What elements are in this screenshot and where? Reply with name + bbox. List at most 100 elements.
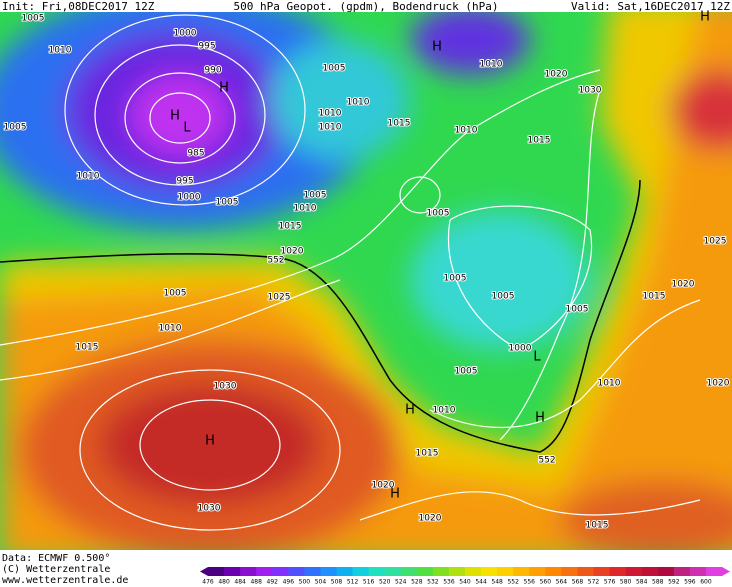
pressure-center: H <box>205 434 215 449</box>
isobar-label: 1020 <box>545 70 568 80</box>
isobar-label: 1010 <box>598 379 621 389</box>
scale-cell <box>224 567 241 576</box>
scale-cell <box>497 567 514 576</box>
scale-cell <box>577 567 594 576</box>
scale-cell <box>448 567 466 576</box>
scale-label: 564 <box>556 579 568 586</box>
isobar-label: 995 <box>176 177 193 187</box>
scale-cell <box>529 567 546 576</box>
scale-label: 540 <box>459 579 471 586</box>
isobar-label: 1020 <box>372 481 395 491</box>
isobar-label: 1010 <box>159 324 182 334</box>
scale-cell <box>432 567 450 576</box>
scale-label: 572 <box>588 579 600 586</box>
scale-label: 592 <box>668 579 680 586</box>
pressure-center: H <box>700 10 710 25</box>
scale-cell <box>641 567 659 576</box>
isobar-label: 1030 <box>198 504 221 514</box>
scale-cell <box>256 567 273 576</box>
isobar-label: 1020 <box>281 247 304 257</box>
scale-label: 536 <box>443 579 455 586</box>
isobar-label: 1015 <box>279 222 302 232</box>
scale-label: 512 <box>347 579 359 586</box>
isobar-label: 1005 <box>455 367 478 377</box>
scale-cell <box>545 567 562 576</box>
url: www.wetterzentrale.de <box>2 575 128 586</box>
isobar-label: 1005 <box>4 123 27 133</box>
scale-cell <box>705 567 723 576</box>
isobar-label: 1010 <box>319 109 342 119</box>
scale-label: 568 <box>572 579 584 586</box>
scale-cell <box>416 567 434 576</box>
isobar-label: 1015 <box>76 343 99 353</box>
isobar-label: 1000 <box>178 193 201 203</box>
scale-cell <box>288 567 305 576</box>
isobar-label: 1000 <box>174 29 197 39</box>
pressure-center: H <box>535 411 545 426</box>
scale-label: 492 <box>267 579 279 586</box>
isobar-label: 1015 <box>388 119 411 129</box>
scale-label: 560 <box>540 579 552 586</box>
scale-label: 556 <box>524 579 536 586</box>
isobar-label: 552 <box>538 456 555 466</box>
scale-label: 480 <box>218 579 230 586</box>
isobar-label: 1005 <box>427 209 450 219</box>
isobar-label: 1010 <box>319 123 342 133</box>
scale-cell <box>625 567 643 576</box>
scale-label: 600 <box>700 579 712 586</box>
scale-label: 596 <box>684 579 696 586</box>
map-title: 500 hPa Geopot. (gpdm), Bodendruck (hPa) <box>234 0 499 13</box>
scale-arrow <box>722 567 730 576</box>
scale-cell <box>673 567 691 576</box>
scale-cell <box>465 567 482 576</box>
scale-label: 552 <box>507 579 519 586</box>
scale-label: 496 <box>283 579 295 586</box>
isobar-label: 1025 <box>704 237 727 247</box>
isobar-label: 1000 <box>509 344 532 354</box>
map-field <box>0 12 732 550</box>
copyright: (C) Wetterzentrale <box>2 564 110 575</box>
isobar-label: 1005 <box>216 198 239 208</box>
isobar-label: 1005 <box>304 191 327 201</box>
scale-label: 524 <box>395 579 407 586</box>
scale-label: 484 <box>234 579 246 586</box>
scale-label: 544 <box>475 579 487 586</box>
isobar-label: 1020 <box>419 514 442 524</box>
scale-cell <box>400 567 418 576</box>
scale-label: 508 <box>331 579 343 586</box>
scale-cell <box>368 567 386 576</box>
isobar-label: 1030 <box>579 86 602 96</box>
isobar-label: 1005 <box>566 305 589 315</box>
isobar-label: 1030 <box>214 382 237 392</box>
scale-cell <box>593 567 611 576</box>
isobar-label: 1015 <box>416 449 439 459</box>
scale-label: 520 <box>379 579 391 586</box>
isobar-label: 1010 <box>347 98 370 108</box>
scale-cell <box>689 567 707 576</box>
isobar-label: 1005 <box>164 289 187 299</box>
scale-label: 500 <box>299 579 311 586</box>
isobar-label: 1010 <box>77 172 100 182</box>
pressure-center: L <box>533 350 541 365</box>
isobar-label: 1015 <box>643 292 666 302</box>
data-source: Data: ECMWF 0.500° <box>2 553 110 564</box>
init-label: Init: Fri,08DEC2017 12Z <box>2 0 155 13</box>
scale-cell <box>320 567 337 576</box>
scale-cell <box>609 567 627 576</box>
isobar-label: 1010 <box>455 126 478 136</box>
pressure-center: H <box>219 81 229 96</box>
scale-cell <box>208 567 225 576</box>
scale-cell <box>352 567 370 576</box>
pressure-center: H <box>405 403 415 418</box>
scale-label: 504 <box>315 579 327 586</box>
isobar-label: 1005 <box>492 292 515 302</box>
scale-label: 588 <box>652 579 664 586</box>
scale-label: 516 <box>363 579 375 586</box>
isobar-label: 985 <box>187 149 204 159</box>
isobar-label: 1020 <box>707 379 730 389</box>
scale-label: 476 <box>202 579 214 586</box>
isobar-label: 552 <box>267 256 284 266</box>
isobars <box>0 14 701 531</box>
